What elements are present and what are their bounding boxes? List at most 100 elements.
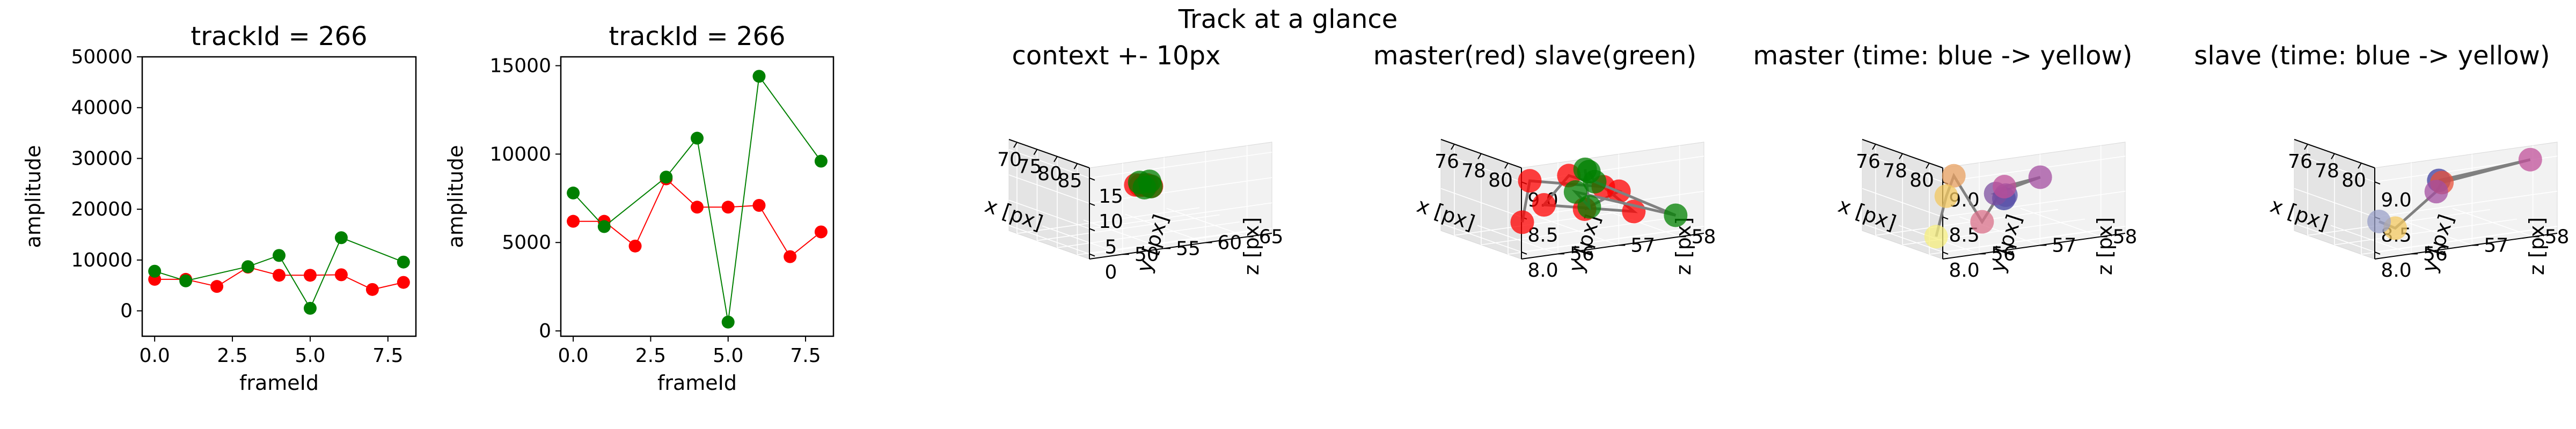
chart4-grid-line: [1440, 223, 1522, 253]
chart2-series-1-point: [752, 198, 766, 212]
figure-suptitle: Track at a glance: [1178, 4, 1398, 34]
chart3-grid-line: [1089, 177, 1272, 204]
chart3-xtick-label: 80: [1037, 163, 1062, 185]
chart4-series-1-point: [1510, 210, 1534, 234]
chart4-z-axis-line: [1521, 233, 1704, 260]
chart3-z-axis-line: [1089, 233, 1272, 260]
chart4-ztick-label: 56: [1570, 243, 1594, 265]
chart3-grid-line: [1057, 221, 1240, 248]
chart6-xtick-label: 78: [2315, 160, 2339, 182]
chart3-grid-line: [1077, 228, 1260, 255]
chart3-grid-line: [1083, 219, 1165, 249]
chart1-xtick-label: 2.5: [217, 345, 247, 367]
chart2-series-2-point: [691, 131, 704, 145]
chart6-zlabel: z [px]: [2525, 217, 2549, 275]
chart1-series-2-point: [334, 231, 348, 245]
chart6-ztick-label: 57: [2484, 234, 2508, 256]
chart4-series-2-point: [1563, 180, 1587, 204]
chart2-xlabel: frameId: [657, 371, 737, 395]
chart6-ztick-label: 58: [2545, 226, 2570, 248]
chart1-xtick-label: 5.0: [295, 345, 325, 367]
chart5-ztick-label: 57: [2052, 234, 2076, 256]
chart4-ytick-mark: [1521, 251, 1527, 255]
chart4-series-2-point: [1664, 203, 1688, 227]
chart4-xtick-mark: [1504, 162, 1509, 169]
chart5-grid-line: [1862, 153, 1943, 182]
chart4-xtick-mark: [1477, 153, 1482, 160]
chart4-grid-line: [1521, 156, 1704, 182]
chart6-xtick-mark: [2304, 144, 2308, 150]
chart5-ztick-label: 58: [2113, 226, 2138, 248]
chart4-ytick-label: 8.0: [1527, 260, 1558, 282]
chart1-series-1-point: [365, 283, 379, 296]
chart2-axes-frame: [560, 56, 835, 337]
chart4-grid-line: [1481, 218, 1664, 246]
chart3-ytick-mark: [1089, 228, 1095, 232]
chart1-series-2-point: [241, 260, 255, 273]
chart5-ztick-label: 56: [1991, 243, 2016, 265]
chart2-series-1-point: [784, 250, 797, 263]
chart2-title: trackId = 266: [609, 21, 785, 51]
chart3-x-axis-line: [1008, 139, 1090, 168]
chart6-xtick-mark: [2331, 153, 2335, 160]
chart6-ytick-label: 8.0: [2381, 260, 2411, 282]
chart6-grid-line: [2374, 190, 2558, 218]
chart5-ytick-mark: [1942, 216, 1949, 220]
chart3-grid-line: [1042, 225, 1123, 255]
chart6-z-axis-line: [2374, 233, 2558, 260]
chart5-grid-line: [1862, 188, 1943, 218]
chart5-grid-line: [1942, 190, 2126, 218]
chart1-series-1-point: [334, 268, 348, 282]
chart3-grid-line: [1008, 174, 1090, 204]
chart6-grid-line: [2294, 223, 2375, 253]
chart3-grid-line: [1089, 227, 1272, 255]
chart3-xtick-mark: [1073, 163, 1078, 169]
chart1-series-2-point: [273, 249, 286, 262]
chart6-series-1-point: [2424, 180, 2448, 204]
chart2-series-1-point: [628, 239, 642, 253]
chart3-xtick-label: 70: [997, 149, 1022, 171]
chart1-series-1-point: [273, 269, 286, 282]
chart6-ytick-mark: [2374, 251, 2381, 255]
chart2-ylabel: amplitude: [444, 145, 467, 248]
chart2-xtick-label: 2.5: [635, 345, 666, 367]
chart3-title: context +- 10px: [1012, 41, 1221, 71]
chart1-series-1-point: [303, 269, 317, 282]
chart6-xtick-label: 80: [2341, 169, 2366, 191]
chart6-series-1-point: [2518, 147, 2542, 172]
chart5-ytick-label: 8.0: [1949, 260, 1979, 282]
chart4-title: master(red) slave(green): [1373, 41, 1696, 71]
chart5-ytick-mark: [1942, 251, 1949, 255]
chart3-grid-line: [1089, 152, 1272, 179]
chart5-xtick-mark: [1926, 162, 1930, 169]
chart5-grid-line: [1875, 209, 2059, 236]
chart6-grid-line: [2294, 153, 2375, 182]
chart5-title: master (time: blue -> yellow): [1753, 41, 2133, 71]
chart6-title: slave (time: blue -> yellow): [2194, 41, 2550, 71]
chart2-series-2-point: [814, 154, 828, 168]
chart2-series-1-point: [567, 214, 580, 228]
chart3-ytick-label: 0: [1105, 262, 1117, 284]
chart3-ytick-mark: [1089, 253, 1095, 257]
chart5-series-1-point: [1993, 175, 2016, 199]
chart6-xtick-mark: [2358, 162, 2362, 169]
chart1-ytick-label: 30000: [71, 147, 133, 169]
chart1-title: trackId = 266: [191, 21, 367, 51]
chart5-xtick-label: 76: [1856, 151, 1880, 173]
chart3-xtick-mark: [1033, 149, 1038, 156]
chart5-xtick-label: 78: [1883, 160, 1907, 182]
chart2-series-1-point: [721, 201, 735, 214]
chart5-xtick-mark: [1872, 144, 1876, 150]
chart6-series-1-point: [2367, 209, 2391, 233]
chart1-ylabel: amplitude: [21, 145, 45, 248]
chart4-ztick-label: 57: [1630, 234, 1655, 256]
chart3-ztick-label: 50: [1135, 243, 1159, 265]
chart2-xtick-label: 7.5: [790, 345, 821, 367]
chart4-grid-line: [1521, 226, 1704, 253]
chart1-series-2-point: [148, 264, 162, 278]
chart4-grid-line: [1440, 188, 1522, 218]
chart6-grid-line: [2374, 226, 2558, 253]
chart3-xtick-mark: [1053, 156, 1058, 162]
chart3-grid-line: [1125, 213, 1206, 243]
chart4-series-2-point: [1577, 195, 1601, 219]
